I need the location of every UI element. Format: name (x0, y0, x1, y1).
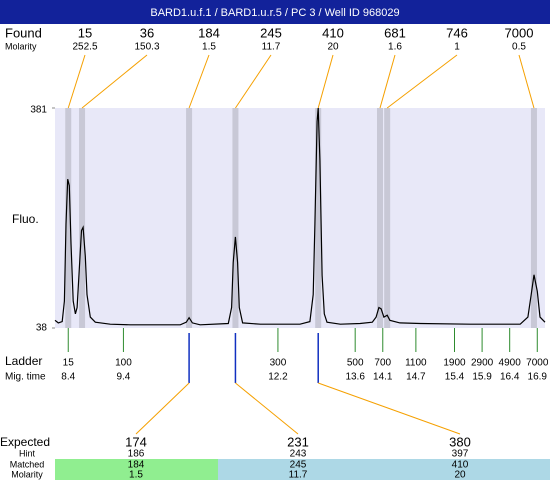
found-molarity: 11.7 (262, 42, 281, 53)
expected-connector (135, 382, 190, 435)
matched-bg (218, 459, 550, 480)
y-axis-label: Fluo. (12, 212, 39, 226)
title-bar (0, 0, 550, 24)
hint-label: Hint (19, 448, 36, 458)
mig-time: 14.1 (373, 372, 393, 383)
molarity-label: Molarity (5, 41, 37, 51)
ladder-size: 2900 (471, 358, 494, 369)
peak-band (384, 108, 391, 328)
found-label: Found (5, 25, 42, 40)
mig-time: 14.7 (406, 372, 426, 383)
mig-time: 9.4 (116, 372, 130, 383)
trace (54, 107, 546, 326)
found-molarity: 0.5 (512, 42, 526, 53)
peak-connector (317, 54, 334, 109)
expected-connector (235, 382, 299, 435)
peak-connector (379, 54, 396, 109)
found-molarity: 1 (454, 42, 460, 53)
hint: 397 (452, 449, 469, 460)
peak-band (315, 108, 322, 328)
found-size: 746 (446, 25, 468, 40)
peak-band (530, 108, 537, 328)
y-tick-label: 381 (30, 105, 47, 116)
found-molarity: 150.3 (134, 42, 159, 53)
y-tick-label: 38 (36, 323, 48, 334)
found-size: 410 (322, 25, 344, 40)
peak-connector (188, 54, 210, 109)
matched-label: Matched (10, 459, 45, 469)
found-size: 681 (384, 25, 406, 40)
peak-band (377, 108, 384, 328)
expected-connector (318, 382, 461, 435)
found-size: 245 (260, 25, 282, 40)
matched-molarity: 1.5 (129, 470, 143, 480)
ladder-label: Ladder (5, 354, 42, 368)
peak-connector (386, 54, 458, 109)
peak-connector (235, 54, 272, 109)
found-molarity: 20 (327, 42, 339, 53)
peak-band (65, 108, 72, 328)
matched-bg (55, 459, 218, 480)
peak-connector (518, 54, 535, 109)
molarity-label: Molarity (11, 469, 43, 479)
peak-band (186, 108, 193, 328)
ladder-size: 7000 (526, 358, 549, 369)
ladder-size: 15 (63, 358, 75, 369)
ladder-size: 500 (347, 358, 364, 369)
peak-band (232, 108, 239, 328)
peak-connector (81, 54, 148, 109)
mig-time: 15.9 (472, 372, 492, 383)
mig-time: 12.2 (268, 372, 288, 383)
ladder-size: 1100 (405, 358, 427, 369)
expected-size: 174 (125, 434, 147, 449)
found-molarity: 1.6 (388, 42, 402, 53)
ladder-size: 100 (115, 358, 132, 369)
found-size: 7000 (505, 25, 534, 40)
ladder-size: 300 (270, 358, 287, 369)
found-size: 15 (78, 25, 92, 40)
matched: 184 (128, 460, 145, 471)
title: BARD1.u.f.1 / BARD1.u.r.5 / PC 3 / Well … (150, 7, 399, 19)
matched: 245 (290, 460, 307, 471)
peak-connector (67, 54, 86, 109)
hint: 243 (290, 449, 307, 460)
mig-time: 16.9 (528, 372, 548, 383)
ladder-size: 4900 (499, 358, 522, 369)
expected-label: Expected (0, 435, 50, 449)
ladder-size: 700 (374, 358, 391, 369)
mig-time: 13.6 (345, 372, 365, 383)
mig-time: 16.4 (500, 372, 520, 383)
found-size: 184 (198, 25, 220, 40)
mig-time: 8.4 (61, 372, 75, 383)
found-size: 36 (140, 25, 154, 40)
hint: 186 (128, 449, 145, 460)
ladder-size: 1900 (443, 358, 466, 369)
found-molarity: 1.5 (202, 42, 216, 53)
found-molarity: 252.5 (72, 42, 97, 53)
expected-size: 380 (449, 434, 471, 449)
matched: 410 (452, 460, 469, 471)
matched-molarity: 11.7 (289, 470, 308, 480)
matched-molarity: 20 (454, 470, 466, 480)
mig-time: 15.4 (445, 372, 465, 383)
peak-band (79, 108, 86, 328)
expected-size: 231 (287, 434, 309, 449)
mig-time-label: Mig. time (5, 372, 46, 383)
plot-area (55, 108, 545, 328)
